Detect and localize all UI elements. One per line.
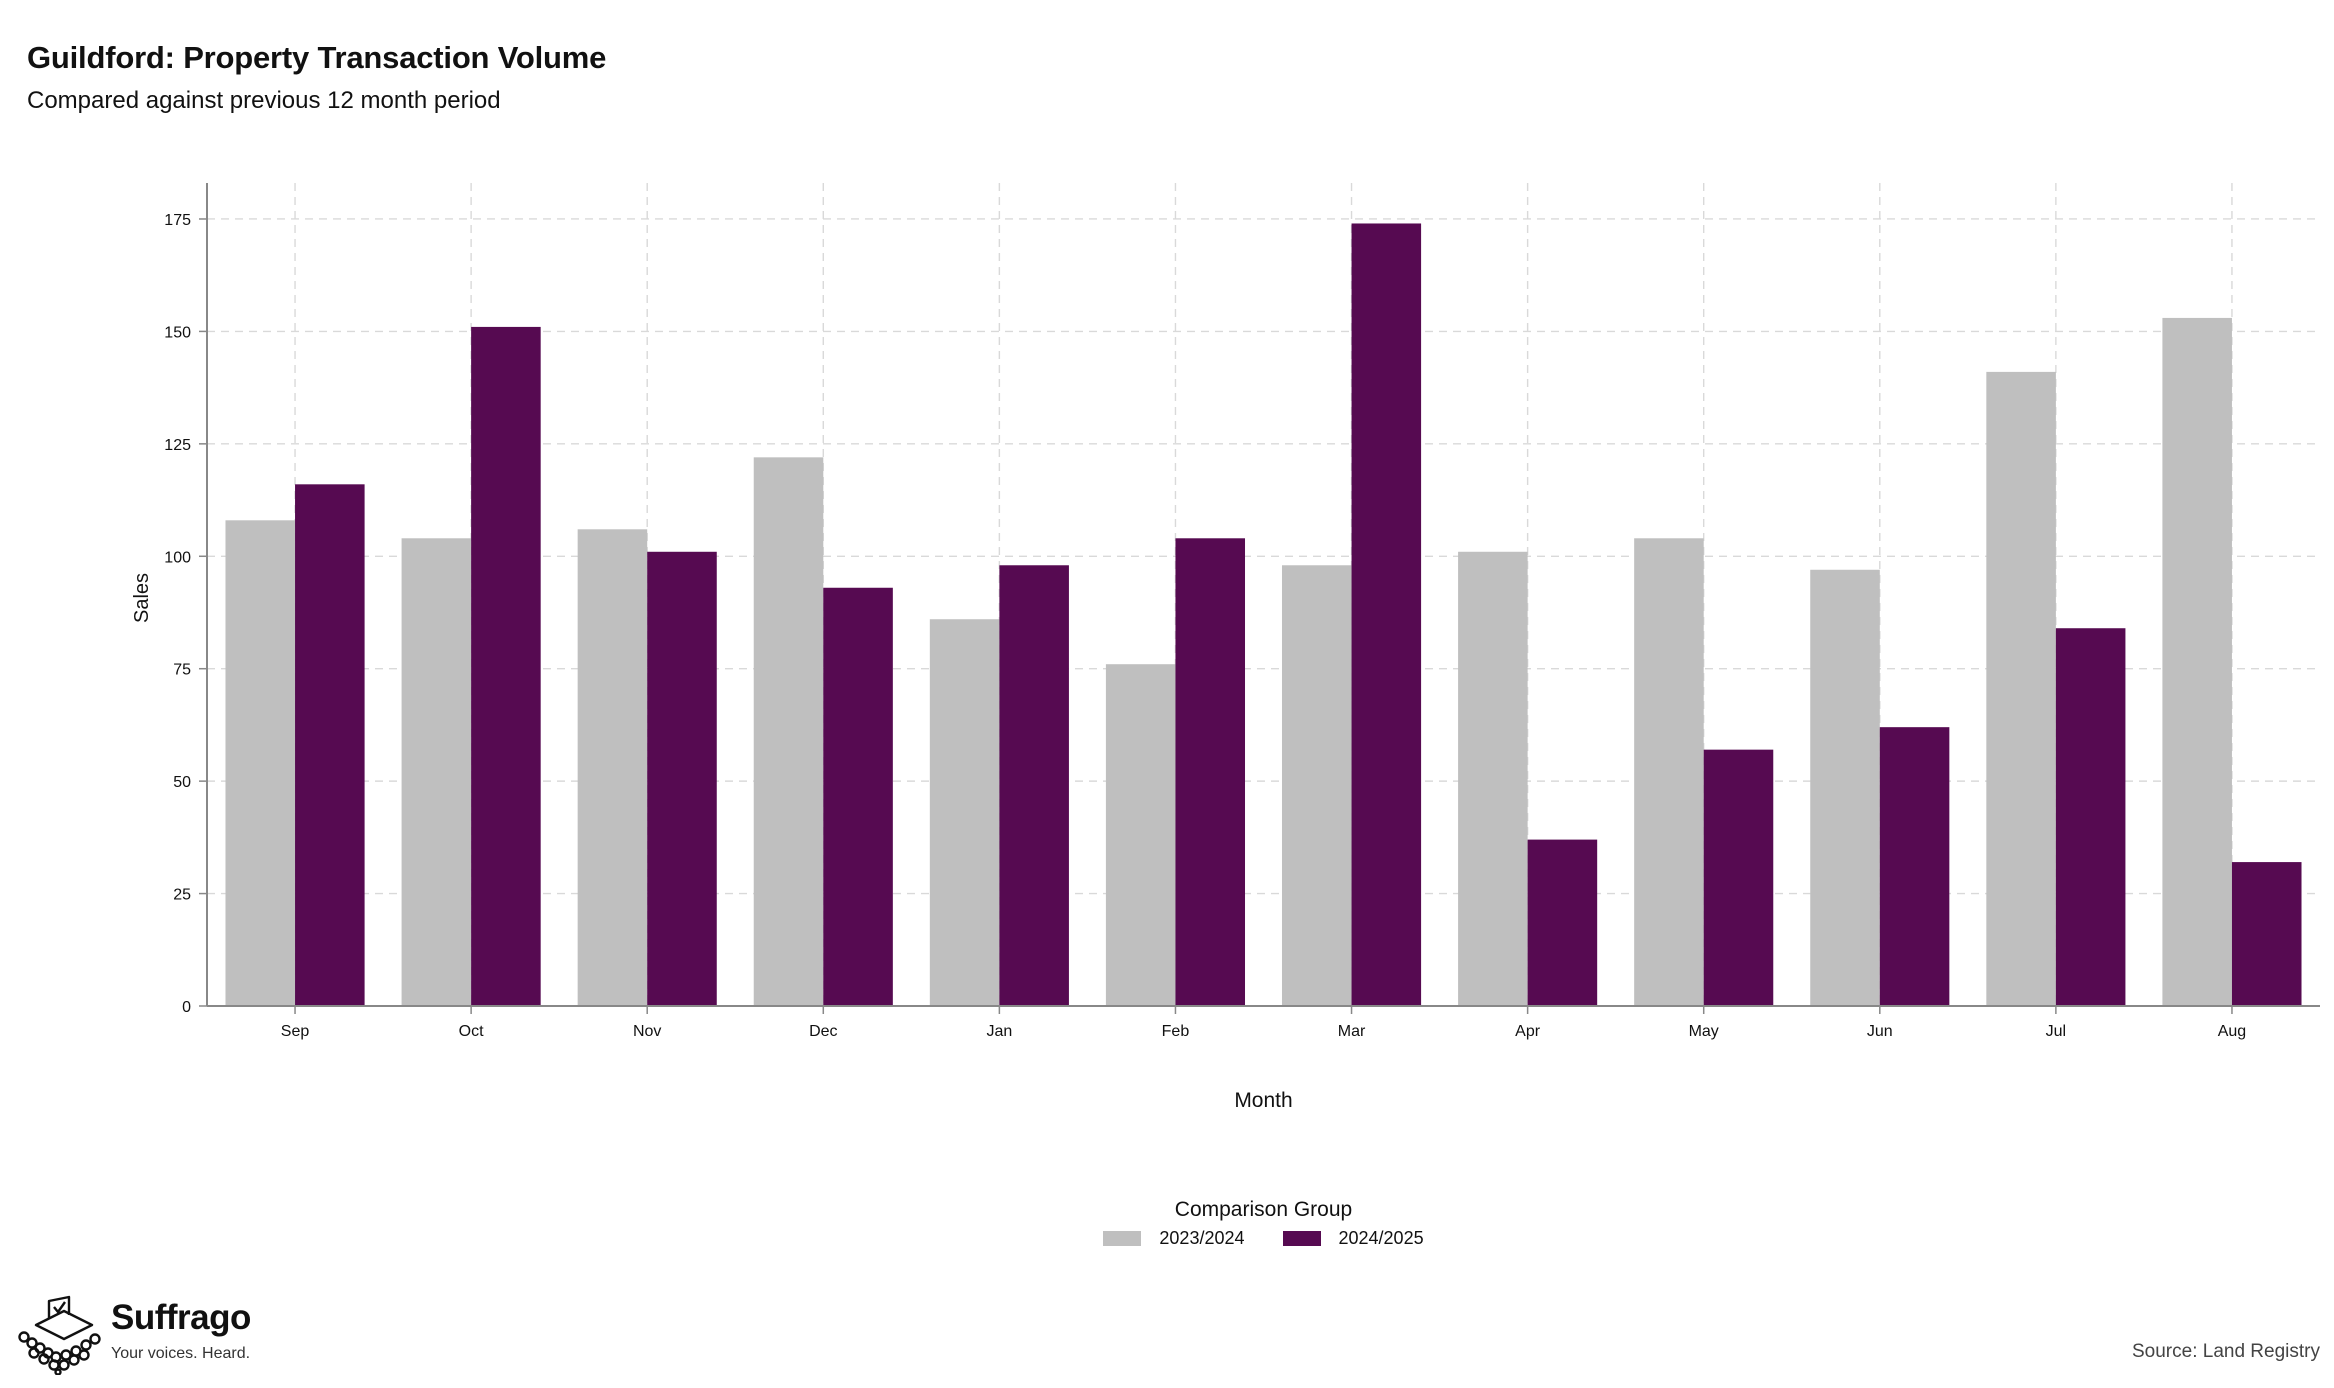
bar-2024-2025-jul — [2055, 628, 2126, 1006]
bar-2024-2025-oct — [471, 326, 541, 1006]
y-tick-label: 0 — [182, 999, 191, 1016]
legend-swatch-2024-2025 — [1282, 1231, 1321, 1246]
y-tick-label: 150 — [164, 324, 191, 341]
bar-2024-2025-feb — [1175, 538, 1246, 1006]
x-tick-label: May — [1689, 1023, 1719, 1040]
bar-2023-2024-dec — [753, 457, 824, 1006]
legend-item-2023-2024: 2023/2024 — [1103, 1228, 1245, 1249]
bars — [225, 223, 2302, 1007]
x-tick-label: Aug — [2218, 1023, 2246, 1040]
legend-item-2024-2025: 2024/2025 — [1282, 1228, 1424, 1249]
y-tick-label: 125 — [164, 437, 191, 454]
ballot-box-logo-icon — [18, 1295, 101, 1375]
bar-2023-2024-jul — [1986, 371, 2056, 1006]
y-tick-label: 50 — [173, 774, 191, 791]
bar-2023-2024-jan — [929, 619, 1000, 1006]
bar-2024-2025-jun — [1879, 727, 1950, 1006]
y-tick-label: 75 — [173, 662, 191, 679]
x-axis-label: Month — [1234, 1089, 1293, 1112]
bar-2023-2024-mar — [1281, 565, 1352, 1006]
bar-2024-2025-nov — [647, 551, 717, 1006]
legend-title: Comparison Group — [1174, 1198, 1353, 1221]
axes — [199, 183, 2320, 1014]
x-tick-label: Nov — [633, 1023, 661, 1040]
x-tick-label: Jun — [1867, 1023, 1893, 1040]
bar-chart: 0 25 50 75 100 125 150 175 Sep Oct Nov Dec Jan Feb Mar… — [131, 183, 2320, 1040]
legend-swatch-2023-2024 — [1103, 1231, 1142, 1246]
bar-2023-2024-aug — [2162, 317, 2232, 1006]
bar-2023-2024-nov — [577, 529, 648, 1006]
chart-title: Guildford: Property Transaction Volume — [27, 40, 607, 75]
bar-2024-2025-mar — [1351, 223, 1422, 1006]
bar-2023-2024-feb — [1105, 664, 1176, 1006]
x-tick-label: Apr — [1515, 1023, 1541, 1040]
source-note: Source: Land Registry — [2132, 1341, 2320, 1362]
legend-label-2024-2025: 2024/2025 — [1338, 1228, 1424, 1248]
tick-labels: 0 25 50 75 100 125 150 175 Sep Oct Nov Dec Jan Feb Mar… — [164, 212, 2246, 1040]
bar-2023-2024-jun — [1810, 569, 1880, 1006]
x-tick-label: Sep — [281, 1023, 310, 1040]
bar-2024-2025-jan — [999, 565, 1069, 1006]
legend: Comparison Group 2023/2024 2024/2025 — [0, 1198, 2334, 1249]
brand-tagline: Your voices. Heard. — [111, 1345, 251, 1362]
bar-2024-2025-aug — [2231, 862, 2302, 1006]
x-tick-label: Dec — [809, 1023, 837, 1040]
bar-2023-2024-sep — [225, 520, 296, 1006]
bar-2024-2025-apr — [1527, 839, 1598, 1006]
y-axis-label: Sales — [131, 573, 153, 623]
bar-2023-2024-oct — [401, 538, 472, 1006]
x-tick-label: Jul — [2046, 1023, 2066, 1040]
legend-items: 2023/2024 2024/2025 — [193, 1228, 2334, 1249]
x-tick-label: Jan — [986, 1023, 1012, 1040]
bar-2023-2024-may — [1634, 538, 1704, 1006]
bar-2024-2025-may — [1703, 749, 1774, 1006]
bar-2024-2025-dec — [823, 587, 893, 1006]
legend-label-2023-2024: 2023/2024 — [1159, 1228, 1245, 1248]
brand-name: Suffrago — [111, 1298, 251, 1337]
y-tick-label: 100 — [164, 549, 191, 566]
y-tick-label: 175 — [164, 212, 191, 229]
chart-subtitle: Compared against previous 12 month perio… — [27, 87, 501, 114]
x-tick-label: Mar — [1338, 1023, 1366, 1040]
x-tick-label: Oct — [459, 1023, 484, 1040]
x-tick-label: Feb — [1162, 1023, 1190, 1040]
bar-2024-2025-sep — [295, 484, 365, 1007]
bar-2023-2024-apr — [1458, 551, 1528, 1006]
y-tick-label: 25 — [173, 887, 191, 904]
